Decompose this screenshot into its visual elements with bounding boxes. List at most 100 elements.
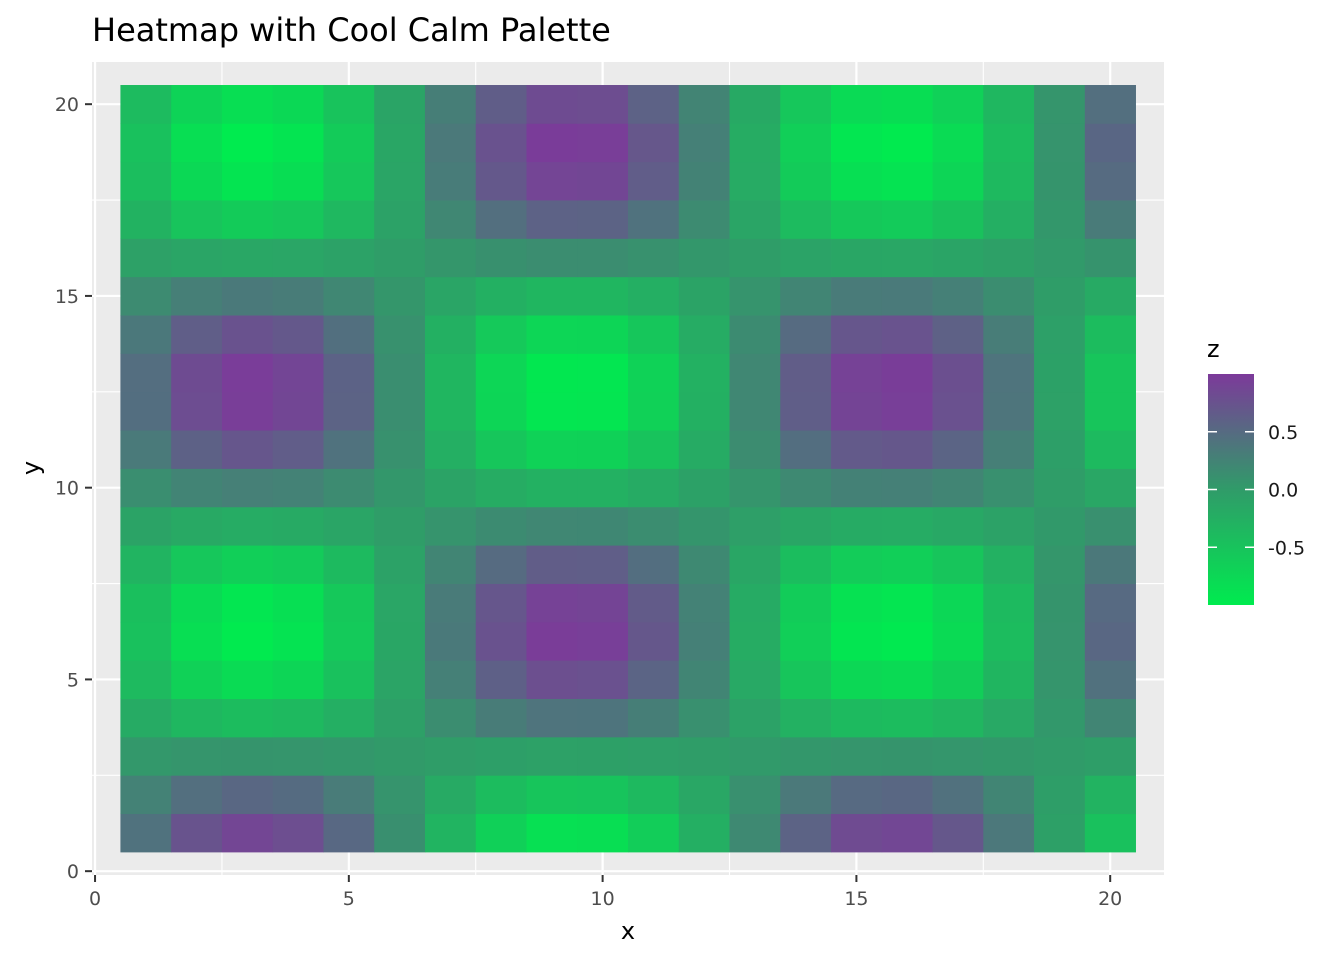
- heatmap-tile: [1084, 621, 1136, 661]
- heatmap-tile: [424, 123, 477, 163]
- heatmap-tile: [526, 545, 578, 584]
- heatmap-tile: [475, 736, 527, 776]
- heatmap-tile: [729, 85, 781, 124]
- heatmap-tile: [475, 430, 527, 469]
- heatmap-tile: [577, 161, 629, 201]
- heatmap-tile: [424, 85, 477, 124]
- heatmap-tile: [780, 468, 832, 508]
- heatmap-tile: [1034, 583, 1086, 623]
- heatmap-tile: [628, 621, 680, 661]
- heatmap-tile: [374, 698, 426, 738]
- heatmap-tile: [374, 506, 426, 546]
- heatmap-tile: [628, 775, 680, 815]
- heatmap-tile: [120, 660, 172, 699]
- heatmap-tile: [729, 621, 781, 661]
- heatmap-tile: [831, 238, 883, 278]
- heatmap-tile: [831, 123, 883, 163]
- x-tick-label: 10: [591, 888, 615, 910]
- heatmap-tile: [526, 583, 578, 623]
- heatmap-tile: [120, 161, 172, 201]
- heatmap-tile: [323, 813, 375, 853]
- heatmap-tile: [983, 583, 1035, 623]
- heatmap-tile: [221, 123, 274, 163]
- heatmap-tile: [1084, 315, 1136, 354]
- heatmap-tile: [323, 430, 375, 469]
- heatmap-tile: [831, 583, 883, 623]
- heatmap-tile: [932, 161, 984, 201]
- heatmap-tile: [272, 161, 324, 201]
- heatmap-tile: [424, 813, 477, 853]
- heatmap-tile: [678, 813, 730, 853]
- heatmap-tile: [323, 238, 375, 278]
- heatmap-tile: [323, 736, 375, 776]
- heatmap-tile: [729, 506, 781, 546]
- heatmap-tile: [323, 506, 375, 546]
- heatmap-tile: [221, 238, 274, 278]
- y-tick-label: 15: [55, 286, 79, 308]
- heatmap-tile: [171, 468, 223, 508]
- heatmap-tile: [729, 200, 781, 239]
- heatmap-tile: [120, 391, 172, 431]
- heatmap-tile: [272, 506, 324, 546]
- heatmap-tile: [221, 698, 274, 738]
- heatmap-tile: [678, 775, 730, 815]
- heatmap-tile: [577, 353, 629, 393]
- heatmap-tile: [171, 238, 223, 278]
- heatmap-tile: [678, 468, 730, 508]
- heatmap-tile: [1034, 775, 1086, 815]
- heatmap-tile: [983, 468, 1035, 508]
- heatmap-tile: [628, 123, 680, 163]
- heatmap-tile: [780, 545, 832, 584]
- heatmap-tile: [374, 430, 426, 469]
- heatmap-tile: [729, 660, 781, 699]
- heatmap-tile: [221, 621, 274, 661]
- heatmap-tile: [475, 85, 527, 124]
- heatmap-tile: [932, 736, 984, 776]
- heatmap-tile: [526, 813, 578, 853]
- axes: 0 5 10 15 20 0 5 10 15 20: [55, 94, 1122, 910]
- heatmap-tile: [932, 813, 984, 853]
- heatmap-tile: [983, 85, 1035, 124]
- heatmap-tile: [526, 353, 578, 393]
- heatmap-tile: [628, 506, 680, 546]
- x-tick-label: 15: [844, 888, 868, 910]
- heatmap-tile: [881, 775, 933, 815]
- heatmap-tile: [678, 583, 730, 623]
- x-tick-label: 5: [343, 888, 355, 910]
- heatmap-tile: [1034, 276, 1086, 316]
- heatmap-tile: [831, 430, 883, 469]
- heatmap-tile: [932, 200, 984, 239]
- heatmap-tile: [831, 660, 883, 699]
- heatmap-tile: [932, 545, 984, 584]
- heatmap-tile: [932, 85, 984, 124]
- heatmap-tile: [374, 545, 426, 584]
- heatmap-tile: [424, 161, 477, 201]
- heatmap-tile: [424, 315, 477, 354]
- heatmap-tile: [983, 660, 1035, 699]
- heatmap-tile: [628, 736, 680, 776]
- heatmap-tile: [272, 621, 324, 661]
- heatmap-tile: [323, 583, 375, 623]
- heatmap-tile: [628, 813, 680, 853]
- heatmap-tile: [932, 775, 984, 815]
- heatmap-tile: [932, 698, 984, 738]
- heatmap-tile: [526, 315, 578, 354]
- heatmap-tile: [678, 353, 730, 393]
- heatmap-tile: [831, 161, 883, 201]
- heatmap-tile: [932, 123, 984, 163]
- heatmap-tile: [628, 315, 680, 354]
- heatmap-tile: [780, 660, 832, 699]
- heatmap-tile: [1084, 353, 1136, 393]
- heatmap-tile: [526, 85, 578, 124]
- heatmap-tile: [729, 698, 781, 738]
- heatmap-tile: [1084, 85, 1136, 124]
- heatmap-tile: [526, 161, 578, 201]
- heatmap-tile: [424, 583, 477, 623]
- heatmap-tile: [678, 85, 730, 124]
- heatmap-tile: [221, 315, 274, 354]
- heatmap-tile: [983, 736, 1035, 776]
- heatmap-tile: [729, 161, 781, 201]
- heatmap-tile: [171, 430, 223, 469]
- heatmap-tile: [983, 391, 1035, 431]
